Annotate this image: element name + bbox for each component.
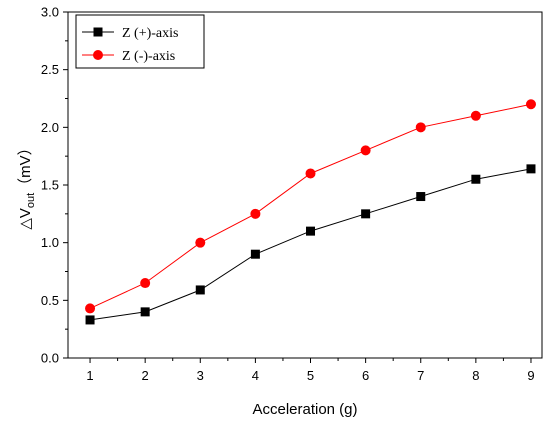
data-point-z-minus — [470, 110, 481, 121]
y-tick-label: 0.0 — [41, 351, 59, 366]
x-axis-ticks: 1 2 3 4 5 6 7 8 9 — [86, 358, 535, 383]
data-point-z-minus — [140, 278, 151, 289]
data-point-z-plus — [140, 307, 150, 317]
data-point-z-plus — [250, 249, 260, 259]
legend: Z (+)-axis Z (-)-axis — [75, 14, 205, 69]
data-point-z-plus — [526, 164, 536, 174]
x-tick-label: 5 — [307, 368, 314, 383]
y-tick-label: 0.5 — [41, 293, 59, 308]
y-tick-label: 1.5 — [41, 178, 59, 193]
y-tick-label: 2.0 — [41, 120, 59, 135]
x-tick-label: 8 — [472, 368, 479, 383]
legend-marker-z-plus — [93, 27, 103, 37]
x-tick-label: 6 — [362, 368, 369, 383]
data-point-z-plus — [85, 315, 95, 325]
data-series — [85, 99, 536, 325]
y-tick-label: 3.0 — [41, 5, 59, 20]
x-tick-label: 2 — [142, 368, 149, 383]
data-point-z-plus — [416, 192, 426, 202]
x-tick-label: 3 — [197, 368, 204, 383]
data-point-z-minus — [195, 237, 206, 248]
data-point-z-plus — [471, 174, 481, 184]
data-point-z-plus — [306, 226, 316, 236]
series-line-z-minus — [89, 103, 532, 309]
y-tick-label: 1.0 — [41, 235, 59, 250]
data-point-z-minus — [85, 303, 96, 314]
series-z-plus — [85, 164, 536, 325]
data-point-z-minus — [305, 168, 316, 179]
y-axis-title-subscript: out — [25, 193, 37, 208]
y-axis-title: △Vout（mV） — [17, 140, 37, 229]
legend-label-z-minus: Z (-)-axis — [122, 49, 175, 64]
series-line-z-plus — [89, 168, 532, 321]
y-axis-ticks: 0.0 0.5 1.0 1.5 2.0 2.5 3.0 — [41, 5, 68, 366]
series-z-minus — [85, 99, 536, 314]
data-point-z-minus — [250, 208, 261, 219]
y-axis-title-main: △V — [17, 208, 34, 230]
legend-marker-z-minus — [93, 50, 103, 60]
data-point-z-minus — [415, 122, 426, 133]
x-tick-label: 1 — [86, 368, 93, 383]
x-tick-label: 4 — [252, 368, 259, 383]
data-point-z-plus — [195, 285, 205, 295]
data-point-z-minus — [360, 145, 371, 156]
data-point-z-minus — [525, 99, 536, 110]
x-tick-label: 9 — [527, 368, 534, 383]
y-axis-title-unit: （mV） — [17, 140, 34, 193]
y-tick-label: 2.5 — [41, 62, 59, 77]
legend-label-z-plus: Z (+)-axis — [122, 26, 179, 41]
x-tick-label: 7 — [417, 368, 424, 383]
x-axis-title: Acceleration (g) — [252, 401, 357, 418]
data-point-z-plus — [361, 209, 371, 219]
